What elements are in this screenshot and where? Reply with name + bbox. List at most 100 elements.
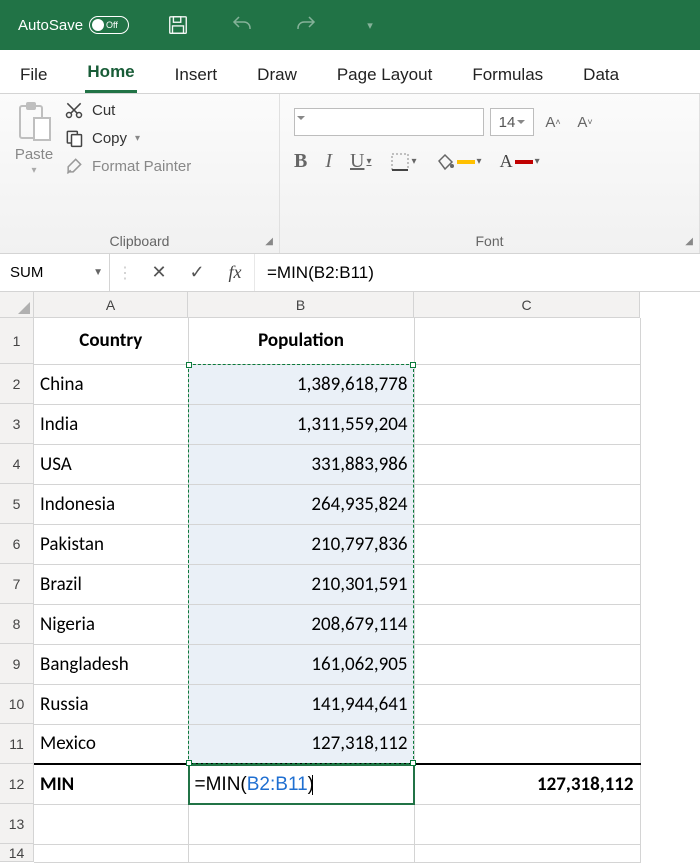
cell-b12[interactable]: =MIN(B2:B11) bbox=[188, 764, 414, 804]
tab-data[interactable]: Data bbox=[581, 55, 621, 93]
underline-button[interactable]: U▾ bbox=[350, 150, 371, 173]
rowhead-12[interactable]: 12 bbox=[0, 764, 34, 804]
cell-c4[interactable] bbox=[414, 444, 640, 484]
tab-file[interactable]: File bbox=[18, 55, 49, 93]
rowhead-3[interactable]: 3 bbox=[0, 404, 34, 444]
colhead-c[interactable]: C bbox=[414, 292, 640, 318]
rowhead-5[interactable]: 5 bbox=[0, 484, 34, 524]
cell-b9[interactable]: 161,062,905 bbox=[188, 644, 414, 684]
font-launcher-icon[interactable]: ◢ bbox=[685, 236, 693, 247]
cell-c5[interactable] bbox=[414, 484, 640, 524]
rowhead-8[interactable]: 8 bbox=[0, 604, 34, 644]
redo-icon[interactable] bbox=[291, 10, 321, 40]
cell-c9[interactable] bbox=[414, 644, 640, 684]
cell-c10[interactable] bbox=[414, 684, 640, 724]
cut-button[interactable]: Cut bbox=[64, 100, 191, 120]
border-button[interactable]: ▾ bbox=[390, 152, 417, 172]
cell-b4[interactable]: 331,883,986 bbox=[188, 444, 414, 484]
cell-b2[interactable]: 1,389,618,778 bbox=[188, 364, 414, 404]
cell-a8[interactable]: Nigeria bbox=[34, 604, 188, 644]
undo-icon[interactable] bbox=[227, 10, 257, 40]
decrease-font-icon[interactable]: A˅ bbox=[572, 109, 598, 135]
font-name-select[interactable] bbox=[294, 108, 484, 136]
name-box-dropdown-icon[interactable]: ▼ bbox=[93, 267, 103, 278]
colhead-a[interactable]: A bbox=[34, 292, 188, 318]
worksheet-grid[interactable]: A B C 1234567891011121314 Country Popula… bbox=[0, 292, 700, 852]
italic-button[interactable]: I bbox=[325, 150, 332, 173]
increase-font-icon[interactable]: A˄ bbox=[540, 109, 566, 135]
autosave-switch[interactable]: Off bbox=[89, 16, 129, 34]
confirm-formula-icon[interactable]: ✓ bbox=[178, 254, 216, 291]
cell-b1[interactable]: Population bbox=[188, 318, 414, 364]
save-icon[interactable] bbox=[163, 10, 193, 40]
paste-button[interactable]: Paste ▾ bbox=[14, 100, 54, 176]
cell-a4[interactable]: USA bbox=[34, 444, 188, 484]
copy-icon bbox=[64, 128, 84, 148]
cell-a14[interactable] bbox=[34, 844, 188, 862]
rowhead-4[interactable]: 4 bbox=[0, 444, 34, 484]
cell-a11[interactable]: Mexico bbox=[34, 724, 188, 764]
rowhead-2[interactable]: 2 bbox=[0, 364, 34, 404]
font-size-select[interactable]: 14 bbox=[490, 108, 534, 136]
cancel-formula-icon[interactable]: ✕ bbox=[140, 254, 178, 291]
cell-b5[interactable]: 264,935,824 bbox=[188, 484, 414, 524]
cell-a3[interactable]: India bbox=[34, 404, 188, 444]
tab-home[interactable]: Home bbox=[85, 52, 136, 93]
cell-c7[interactable] bbox=[414, 564, 640, 604]
cell-a1[interactable]: Country bbox=[34, 318, 188, 364]
cell-c14[interactable] bbox=[414, 844, 640, 862]
select-all-corner[interactable] bbox=[0, 292, 34, 318]
cell-b6[interactable]: 210,797,836 bbox=[188, 524, 414, 564]
cell-a6[interactable]: Pakistan bbox=[34, 524, 188, 564]
font-color-button[interactable]: A ▾ bbox=[500, 151, 540, 172]
clipboard-group-label: Clipboard◢ bbox=[14, 229, 265, 251]
cell-b7[interactable]: 210,301,591 bbox=[188, 564, 414, 604]
cell-a2[interactable]: China bbox=[34, 364, 188, 404]
cell-c6[interactable] bbox=[414, 524, 640, 564]
formula-input[interactable]: =MIN(B2:B11) bbox=[254, 254, 700, 291]
cell-a9[interactable]: Bangladesh bbox=[34, 644, 188, 684]
cell-c1[interactable] bbox=[414, 318, 640, 364]
tab-pagelayout[interactable]: Page Layout bbox=[335, 55, 434, 93]
fill-color-button[interactable]: ▾ bbox=[435, 153, 482, 171]
bold-button[interactable]: B bbox=[294, 150, 307, 173]
customize-qat-icon[interactable]: ▾ bbox=[355, 10, 385, 40]
formula-bar: SUM ▼ ⋮ ✕ ✓ fx =MIN(B2:B11) bbox=[0, 254, 700, 292]
cell-a13[interactable] bbox=[34, 804, 188, 844]
bucket-icon bbox=[435, 153, 455, 171]
rowhead-9[interactable]: 9 bbox=[0, 644, 34, 684]
cell-a5[interactable]: Indonesia bbox=[34, 484, 188, 524]
rowhead-13[interactable]: 13 bbox=[0, 804, 34, 844]
tab-insert[interactable]: Insert bbox=[173, 55, 220, 93]
tab-draw[interactable]: Draw bbox=[255, 55, 299, 93]
cell-c8[interactable] bbox=[414, 604, 640, 644]
cell-c11[interactable] bbox=[414, 724, 640, 764]
format-painter-button[interactable]: Format Painter bbox=[64, 156, 191, 176]
name-box[interactable]: SUM ▼ bbox=[0, 254, 110, 291]
cell-b3[interactable]: 1,311,559,204 bbox=[188, 404, 414, 444]
cell-c12[interactable]: 127,318,112 bbox=[414, 764, 640, 804]
clipboard-launcher-icon[interactable]: ◢ bbox=[265, 236, 273, 247]
rowhead-7[interactable]: 7 bbox=[0, 564, 34, 604]
rowhead-14[interactable]: 14 bbox=[0, 844, 34, 862]
cell-a7[interactable]: Brazil bbox=[34, 564, 188, 604]
fx-icon[interactable]: fx bbox=[216, 254, 254, 291]
cell-a12[interactable]: MIN bbox=[34, 764, 188, 804]
rowhead-11[interactable]: 11 bbox=[0, 724, 34, 764]
cell-b11[interactable]: 127,318,112 bbox=[188, 724, 414, 764]
cell-c2[interactable] bbox=[414, 364, 640, 404]
rowhead-1[interactable]: 1 bbox=[0, 318, 34, 364]
cell-a10[interactable]: Russia bbox=[34, 684, 188, 724]
colhead-b[interactable]: B bbox=[188, 292, 414, 318]
autosave-toggle[interactable]: AutoSave Off bbox=[18, 16, 129, 34]
cell-c3[interactable] bbox=[414, 404, 640, 444]
cell-b10[interactable]: 141,944,641 bbox=[188, 684, 414, 724]
cell-c13[interactable] bbox=[414, 804, 640, 844]
cell-b14[interactable] bbox=[188, 844, 414, 862]
tab-formulas[interactable]: Formulas bbox=[470, 55, 545, 93]
rowhead-6[interactable]: 6 bbox=[0, 524, 34, 564]
copy-button[interactable]: Copy ▾ bbox=[64, 128, 191, 148]
rowhead-10[interactable]: 10 bbox=[0, 684, 34, 724]
cell-b13[interactable] bbox=[188, 804, 414, 844]
cell-b8[interactable]: 208,679,114 bbox=[188, 604, 414, 644]
